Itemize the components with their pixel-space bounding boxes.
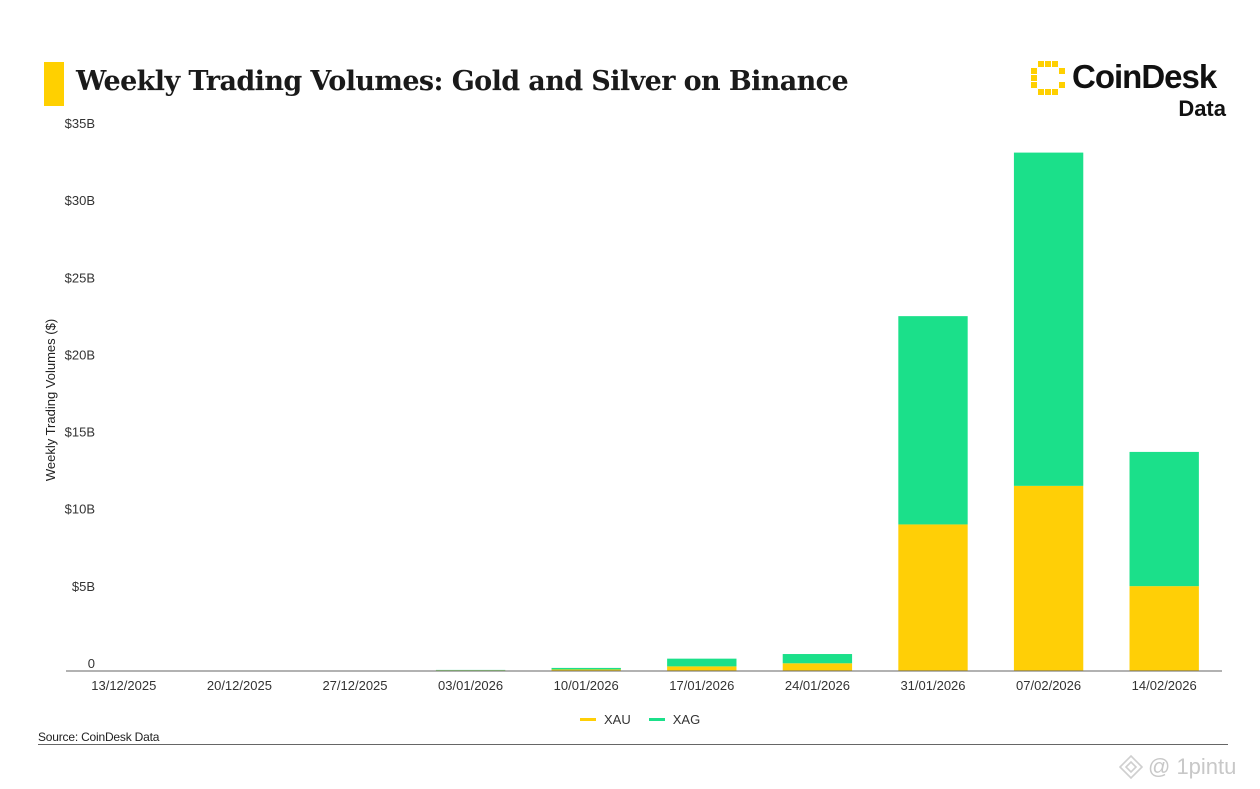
x-tick-label: 10/01/2026 (554, 678, 619, 693)
y-axis-label: Weekly Trading Volumes ($) (43, 319, 58, 481)
y-tick-label: 0 (88, 656, 95, 671)
legend-label-xau: XAU (604, 712, 631, 727)
y-tick-label: $10B (65, 502, 95, 517)
bar-xag (782, 654, 853, 664)
bar-xau (782, 663, 853, 671)
bar-xau (1129, 586, 1199, 671)
y-tick-label: $25B (65, 270, 95, 285)
x-tick-label: 14/02/2026 (1132, 678, 1197, 693)
brand-logo: CoinDesk Data (1030, 58, 1230, 122)
logo-pixel (1038, 61, 1044, 67)
logo-pixel (1038, 89, 1044, 95)
legend-item-xag: XAG (648, 712, 701, 727)
title-accent-bar (44, 62, 64, 106)
logo-pixel (1045, 89, 1051, 95)
watermark: @ 1pintu (1118, 754, 1236, 780)
logo-pixel (1031, 68, 1037, 74)
x-tick-label: 20/12/2025 (207, 678, 272, 693)
bar-xau (898, 524, 968, 671)
y-tick-label: $15B (65, 425, 95, 440)
y-tick-label: $5B (72, 579, 95, 594)
coindesk-logo-icon (1031, 61, 1065, 95)
bar-xag (667, 658, 737, 667)
bar-xag (551, 667, 621, 670)
bar-xau (667, 666, 737, 671)
bars (435, 152, 1199, 671)
logo-pixel (1059, 68, 1065, 74)
watermark-text: @ 1pintu (1148, 754, 1237, 779)
logo-pixel (1031, 75, 1037, 81)
legend-label-xag: XAG (672, 712, 701, 727)
x-tick-label: 13/12/2025 (91, 678, 156, 693)
y-tick-label: $30B (65, 193, 95, 208)
logo-pixel (1052, 89, 1058, 95)
logo-pixel (1052, 61, 1058, 67)
logo-pixel (1031, 82, 1037, 88)
y-tick-label: $20B (65, 347, 95, 362)
source-note: Source: CoinDesk Data (38, 730, 160, 744)
legend-swatch-xag (648, 718, 665, 721)
x-tick-label: 17/01/2026 (669, 678, 734, 693)
legend-item-xau: XAU (580, 712, 631, 727)
y-tick-label: $35B (65, 116, 95, 131)
chart-title: Weekly Trading Volumes: Gold and Silver … (76, 66, 849, 97)
brand-name: CoinDesk (1072, 58, 1217, 95)
bar-xag (1013, 152, 1084, 486)
x-tick-label: 07/02/2026 (1016, 678, 1081, 693)
bar-xag (1129, 451, 1199, 587)
source-divider (38, 744, 1228, 745)
bar-xau (1013, 485, 1084, 671)
binance-diamond-icon (1118, 754, 1144, 780)
brand-subtitle: Data (1178, 96, 1226, 121)
logo-pixel (1045, 61, 1051, 67)
legend: XAU XAG (580, 712, 700, 727)
bar-xau (551, 669, 621, 671)
x-tick-label: 24/01/2026 (785, 678, 850, 693)
legend-swatch-xau (580, 718, 596, 721)
x-tick-label: 03/01/2026 (438, 678, 503, 693)
x-axis-ticks: 13/12/2025 20/12/2025 27/12/2025 03/01/2026… (91, 678, 1196, 693)
x-tick-label: 31/01/2026 (900, 678, 965, 693)
logo-pixel (1059, 82, 1065, 88)
x-tick-label: 27/12/2025 (322, 678, 387, 693)
bar-xag (898, 316, 968, 525)
y-axis-ticks: 0 $5B $10B $15B $20B $25B $30B $35B (65, 116, 95, 671)
